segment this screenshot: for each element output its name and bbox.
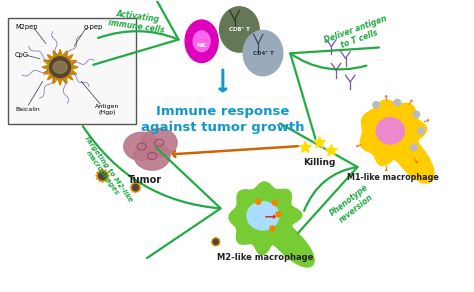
Text: Killing: Killing xyxy=(303,159,336,168)
Ellipse shape xyxy=(141,128,177,157)
Text: Baicalin: Baicalin xyxy=(15,107,40,112)
Ellipse shape xyxy=(213,239,218,244)
Text: Antigen
(Hgp): Antigen (Hgp) xyxy=(95,104,119,115)
Text: NK: NK xyxy=(197,43,207,48)
Ellipse shape xyxy=(272,200,277,205)
Ellipse shape xyxy=(410,144,417,151)
Ellipse shape xyxy=(376,118,404,144)
Ellipse shape xyxy=(394,99,401,106)
Text: g-pep: g-pep xyxy=(83,24,103,30)
Text: Targeting to M2-like
macrophages: Targeting to M2-like macrophages xyxy=(77,135,133,207)
Ellipse shape xyxy=(133,185,138,190)
Text: M2-like macrophage: M2-like macrophage xyxy=(217,253,313,262)
Polygon shape xyxy=(42,49,78,85)
Ellipse shape xyxy=(418,128,424,134)
Ellipse shape xyxy=(193,31,210,52)
Polygon shape xyxy=(326,145,337,156)
Text: Phenotype
reversion: Phenotype reversion xyxy=(328,182,377,226)
FancyArrowPatch shape xyxy=(93,0,179,65)
Text: Immune response
against tumor growth: Immune response against tumor growth xyxy=(141,105,305,134)
Ellipse shape xyxy=(276,212,281,217)
Ellipse shape xyxy=(247,202,279,230)
Polygon shape xyxy=(130,182,141,193)
FancyArrowPatch shape xyxy=(280,124,357,233)
Polygon shape xyxy=(300,141,311,152)
Polygon shape xyxy=(96,169,109,182)
Text: CpG: CpG xyxy=(14,53,28,58)
Text: CD8⁺ T: CD8⁺ T xyxy=(229,27,250,32)
Text: M1-like macrophage: M1-like macrophage xyxy=(347,173,438,182)
Ellipse shape xyxy=(243,30,283,76)
Ellipse shape xyxy=(219,7,259,52)
Ellipse shape xyxy=(270,226,275,231)
Text: M2pep: M2pep xyxy=(16,24,38,30)
Ellipse shape xyxy=(99,172,106,180)
Text: Activating
immune cells: Activating immune cells xyxy=(108,8,166,35)
Text: Deliver antigen
to T cells: Deliver antigen to T cells xyxy=(323,14,392,55)
Ellipse shape xyxy=(50,57,71,78)
Ellipse shape xyxy=(413,111,419,118)
Polygon shape xyxy=(229,182,314,267)
Text: CD4⁺ T: CD4⁺ T xyxy=(253,51,273,55)
FancyArrowPatch shape xyxy=(83,126,221,258)
Polygon shape xyxy=(360,100,434,183)
FancyBboxPatch shape xyxy=(8,18,136,124)
Ellipse shape xyxy=(255,199,261,204)
Ellipse shape xyxy=(185,20,218,62)
Polygon shape xyxy=(314,137,325,148)
Ellipse shape xyxy=(124,132,160,161)
Text: Tumor: Tumor xyxy=(128,175,162,185)
Ellipse shape xyxy=(53,61,67,73)
Ellipse shape xyxy=(134,142,170,170)
Ellipse shape xyxy=(373,102,380,108)
FancyArrowPatch shape xyxy=(290,48,379,139)
Polygon shape xyxy=(211,237,220,246)
